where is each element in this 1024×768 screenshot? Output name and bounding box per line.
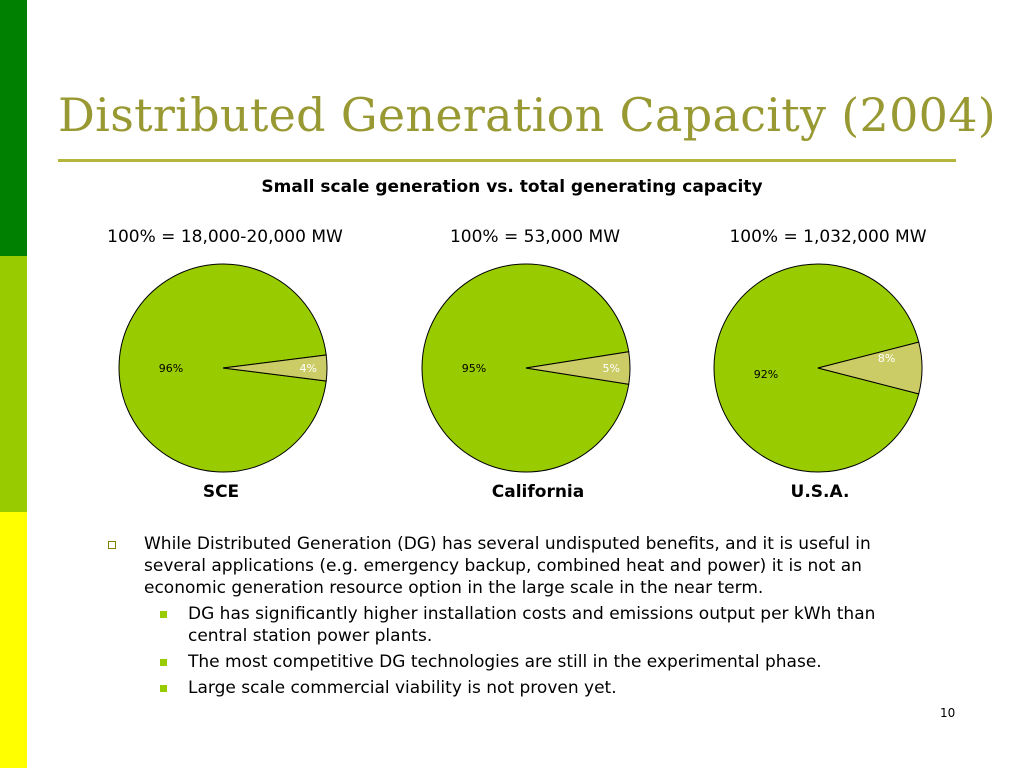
square-bullet-icon <box>160 685 167 692</box>
sub-bullet-item: DG has significantly higher installation… <box>104 603 934 647</box>
bullet-list: While Distributed Generation (DG) has se… <box>104 533 934 699</box>
chart-subtitle: Small scale generation vs. total generat… <box>261 177 763 197</box>
pie-slice-large <box>118 263 327 473</box>
bullet-item: While Distributed Generation (DG) has se… <box>104 533 934 599</box>
pie-chart-sce: 4% 96% <box>118 263 328 473</box>
title-divider <box>58 159 956 162</box>
accent-stripe-bottom <box>0 512 27 768</box>
pie-label-large: 96% <box>159 362 183 375</box>
accent-stripe-top <box>0 0 27 256</box>
pie-total-label: 100% = 53,000 MW <box>449 227 621 247</box>
hollow-square-bullet-icon <box>108 541 116 549</box>
pie-chart-usa: 8% 92% <box>713 263 923 473</box>
pie-label-small: 5% <box>603 362 620 375</box>
slide-title: Distributed Generation Capacity (2004) <box>58 88 997 142</box>
square-bullet-icon <box>160 659 167 666</box>
square-bullet-icon <box>160 611 167 618</box>
sub-bullet-item: Large scale commercial viability is not … <box>104 677 934 699</box>
pie-slice-large <box>421 263 630 473</box>
pie-label-large: 95% <box>462 362 486 375</box>
sub-bullet-text: The most competitive DG technologies are… <box>188 652 822 672</box>
pie-slice-small <box>222 354 328 382</box>
pie-title: U.S.A. <box>790 482 850 502</box>
pie-label-large: 92% <box>754 368 778 381</box>
page-number: 10 <box>940 706 956 720</box>
pie-slice-small <box>817 341 923 395</box>
pie-chart-california: 5% 95% <box>421 263 631 473</box>
pie-title: California <box>491 482 585 502</box>
pie-slice-large <box>713 263 920 473</box>
sub-bullet-item: The most competitive DG technologies are… <box>104 651 934 673</box>
pie-slice-small <box>525 351 631 385</box>
sub-bullet-text: Large scale commercial viability is not … <box>188 678 617 698</box>
pie-total-label: 100% = 18,000-20,000 MW <box>107 227 343 247</box>
bullet-text: While Distributed Generation (DG) has se… <box>144 534 871 598</box>
pie-total-label: 100% = 1,032,000 MW <box>729 227 927 247</box>
pie-label-small: 8% <box>878 352 895 365</box>
pie-label-small: 4% <box>300 362 317 375</box>
pie-title: SCE <box>202 482 240 502</box>
accent-stripe-middle <box>0 256 27 512</box>
sub-bullet-text: DG has significantly higher installation… <box>188 604 876 646</box>
